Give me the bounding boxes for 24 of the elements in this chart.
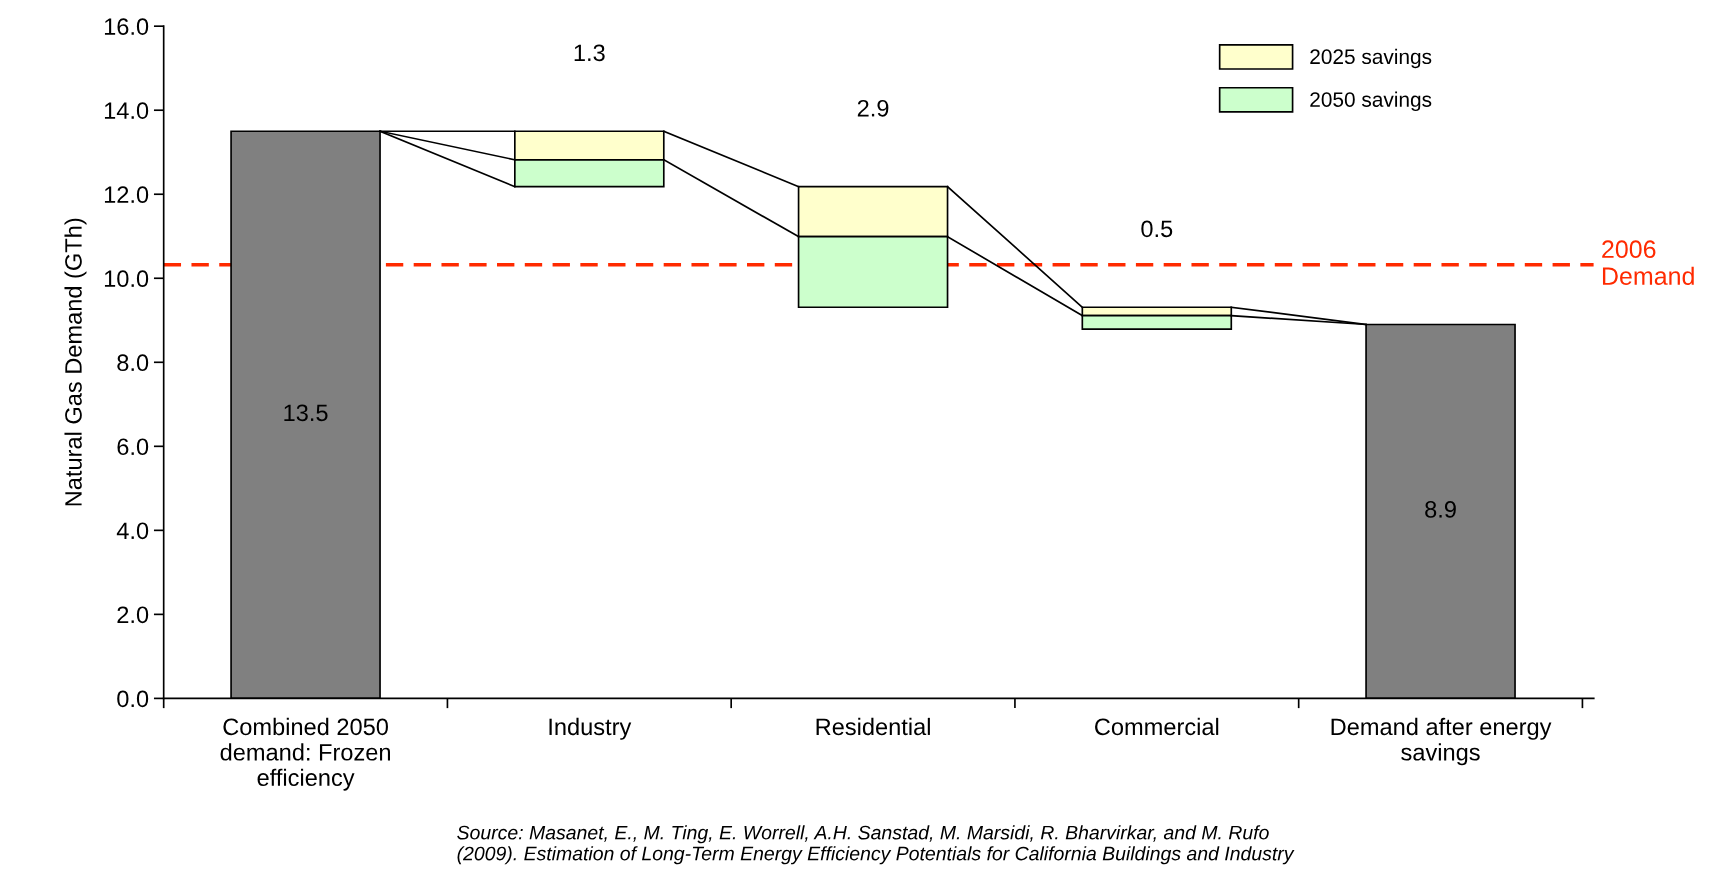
annotation: 2.9 xyxy=(857,99,889,117)
x-tick-label: Commercial xyxy=(1095,717,1219,736)
y-tick-label: 6.0 xyxy=(117,438,149,456)
x-tick-label: Combined 2050 demand: Frozen efficiency xyxy=(220,717,390,791)
x-tick-label: Industry xyxy=(549,717,632,740)
source-note: Source: Masanet, E., M. Ting, E. Worrell, A.H. Sanstad, M. Marsidi, R. Bharvirkar, and M. Rufo (2009). Estimation of Long-Term Energy Efficiency Potentials for California Buildings and Industry xyxy=(457,825,1295,865)
x-tick-label: Demand after energy savings xyxy=(1331,717,1552,766)
data-label: 13.5 xyxy=(284,404,328,422)
y-tick-label: 16.0 xyxy=(104,18,149,35)
legend-label: 2025 savings xyxy=(1310,48,1432,69)
annotation: 1.3 xyxy=(574,44,605,62)
annotation: 0.5 xyxy=(1141,220,1173,238)
ref-line-label: 2006 Demand xyxy=(1602,240,1694,285)
y-tick-label: 14.0 xyxy=(104,102,149,119)
legend-label: 2050 savings xyxy=(1310,91,1432,112)
y-tick-label: 4.0 xyxy=(116,522,149,540)
y-tick-label: 10.0 xyxy=(104,270,149,288)
y-axis-title: Natural Gas Demand (GTh) xyxy=(64,218,87,506)
y-tick-label: 2.0 xyxy=(117,606,149,624)
x-tick-label: Residential xyxy=(816,717,930,736)
y-tick-label: 12.0 xyxy=(104,186,149,204)
data-label: 8.9 xyxy=(1425,501,1456,518)
y-tick-label: 8.0 xyxy=(117,354,149,372)
y-tick-label: 0.0 xyxy=(117,690,149,708)
